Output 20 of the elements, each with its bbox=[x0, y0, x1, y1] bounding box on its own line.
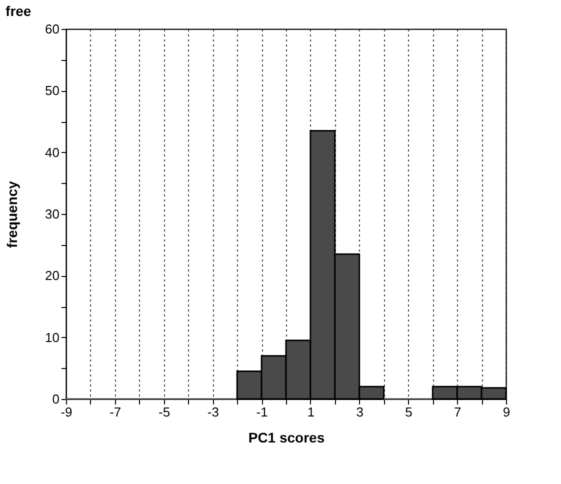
x-tick-label: 5 bbox=[405, 404, 412, 420]
y-tick-label: 0 bbox=[52, 392, 60, 406]
chart-title: free bbox=[6, 3, 32, 19]
y-tick-label: 30 bbox=[45, 206, 60, 222]
y-tick-label: 10 bbox=[45, 330, 60, 345]
y-tick-label: 60 bbox=[45, 22, 60, 36]
x-tick-label: -3 bbox=[207, 404, 219, 420]
x-tick-label: -9 bbox=[60, 404, 72, 420]
y-tick-label: 50 bbox=[45, 83, 60, 98]
x-tick-label: -7 bbox=[110, 404, 122, 420]
x-tick-label: 1 bbox=[307, 404, 315, 420]
x-tick-label: -1 bbox=[256, 404, 268, 420]
x-tick-label: 9 bbox=[502, 404, 510, 420]
x-tick-label: 3 bbox=[356, 404, 364, 420]
x-tick-label: -5 bbox=[158, 404, 170, 420]
y-axis-title: frequency bbox=[4, 180, 20, 248]
y-tick-label: 40 bbox=[45, 144, 60, 160]
x-tick-label: 7 bbox=[454, 404, 462, 420]
y-tick-label: 20 bbox=[45, 268, 60, 284]
x-axis-title: PC1 scores bbox=[248, 430, 325, 446]
